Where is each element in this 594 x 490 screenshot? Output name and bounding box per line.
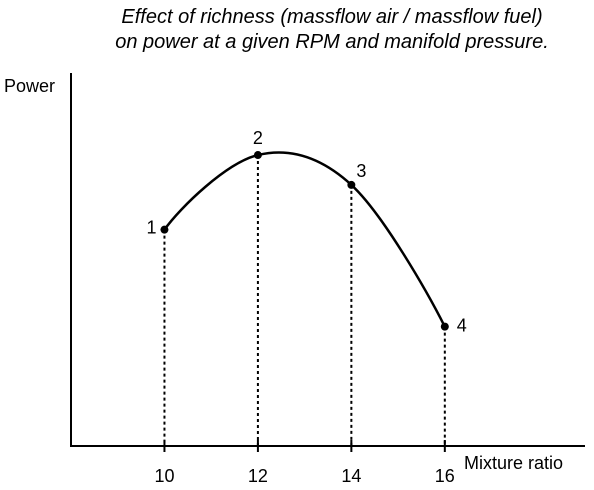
drop-lines [163, 155, 446, 446]
series-line [163, 151, 446, 328]
point-label-3: 4 [457, 316, 467, 336]
axes [70, 73, 585, 447]
point-label-0: 1 [146, 218, 156, 238]
data-point-0 [160, 225, 169, 234]
chart-title: Effect of richness (massflow air / massf… [0, 5, 594, 55]
x-tick-label-2: 14 [341, 466, 361, 486]
x-tick-label-0: 10 [154, 466, 174, 486]
chart-title-line-1: Effect of richness (massflow air / massf… [121, 6, 543, 28]
point-label-2: 3 [356, 161, 366, 181]
y-axis-label: Power [4, 76, 55, 96]
data-point-3 [440, 322, 449, 331]
x-axis-label: Mixture ratio [464, 453, 563, 473]
data-point-2 [347, 180, 356, 189]
data-point-1 [253, 151, 262, 160]
x-tick-label-3: 16 [435, 466, 455, 486]
chart-title-line-2: on power at a given RPM and manifold pre… [115, 31, 549, 53]
x-tick-label-1: 12 [248, 466, 268, 486]
data-points: 1 2 3 4 [146, 128, 466, 336]
point-label-1: 2 [253, 128, 263, 148]
